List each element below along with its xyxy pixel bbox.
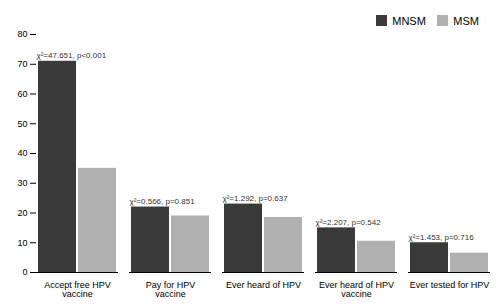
- svg-text:40: 40: [17, 148, 27, 158]
- svg-text:χ²=1.453, p=0.716: χ²=1.453, p=0.716: [409, 233, 475, 242]
- svg-text:0: 0: [22, 267, 27, 277]
- svg-text:χ²=47.651, p<0.001: χ²=47.651, p<0.001: [37, 51, 107, 60]
- svg-text:Pay for HPVvaccine: Pay for HPVvaccine: [146, 280, 196, 299]
- html-text:MSM: MSM: [453, 14, 479, 27]
- svg-text:Ever heard of HPV: Ever heard of HPV: [226, 280, 301, 290]
- svg-text:χ²=1.292, p=0.637: χ²=1.292, p=0.637: [223, 194, 289, 203]
- svg-text:10: 10: [17, 238, 27, 248]
- svg-text:30: 30: [17, 178, 27, 188]
- svg-text:Ever tested for HPV: Ever tested for HPV: [410, 280, 490, 290]
- svg-text:20: 20: [17, 208, 27, 218]
- svg-text:80: 80: [17, 29, 27, 39]
- svg-text:50: 50: [17, 119, 27, 129]
- svg-text:70: 70: [17, 59, 27, 69]
- svg-text:Ever heard of HPVvaccine: Ever heard of HPVvaccine: [319, 280, 394, 299]
- svg-text:60: 60: [17, 89, 27, 99]
- html-text:MNSM: MNSM: [392, 14, 426, 27]
- svg-text:χ²=2.207, p=0.542: χ²=2.207, p=0.542: [316, 218, 382, 227]
- svg-text:χ²=0.566, p=0.851: χ²=0.566, p=0.851: [130, 197, 196, 206]
- svg-text:Accept free HPVvaccine: Accept free HPVvaccine: [44, 280, 111, 299]
